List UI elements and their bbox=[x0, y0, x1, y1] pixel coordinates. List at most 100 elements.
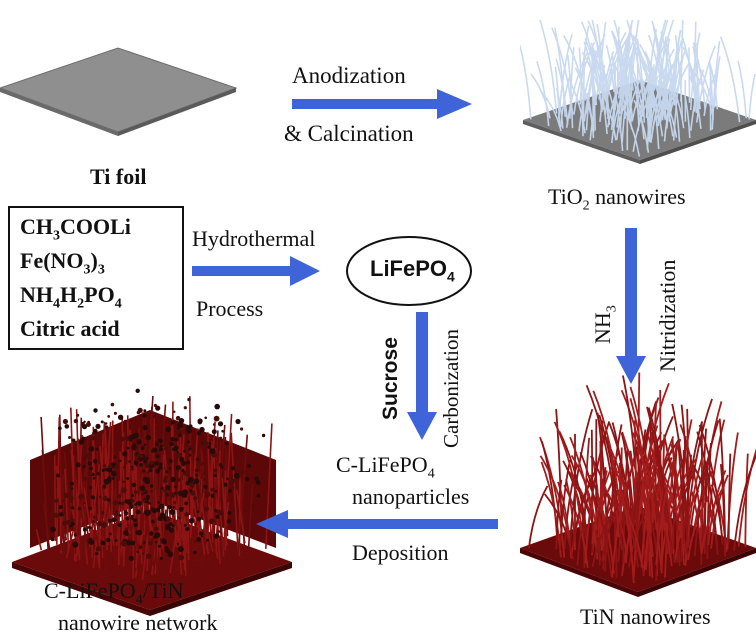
lifepo4-particle bbox=[70, 526, 75, 531]
tio2-nanowire bbox=[646, 57, 660, 150]
lifepo4-particle bbox=[136, 410, 141, 415]
tio2-nanowire bbox=[650, 32, 664, 118]
network-nanowire bbox=[189, 454, 197, 539]
lifepo4-particle bbox=[54, 498, 59, 503]
tin-nanowire bbox=[642, 460, 673, 567]
lifepo4-particle bbox=[71, 518, 75, 522]
lifepo4-particle bbox=[131, 499, 135, 503]
lifepo4-particle bbox=[165, 485, 171, 491]
network-nanowire bbox=[141, 535, 149, 581]
tin-nanowire bbox=[559, 459, 571, 550]
lifepo4-particle bbox=[133, 447, 136, 450]
lifepo4-particle bbox=[131, 465, 134, 468]
lifepo4-particle bbox=[199, 531, 204, 536]
tin-nanowire bbox=[574, 483, 602, 561]
lifepo4-particle bbox=[113, 455, 116, 459]
nitridization-label: Nitridization bbox=[655, 259, 680, 372]
network-nanowire bbox=[89, 464, 100, 547]
tio2-nanowire bbox=[614, 42, 634, 121]
lifepo4-particle bbox=[171, 524, 175, 527]
lifepo4-particle bbox=[70, 521, 75, 527]
lifepo4-particle bbox=[187, 397, 191, 402]
precursors-box: CH3COOLi Fe(NO3)3 NH4H2PO4 Citric acid bbox=[8, 206, 184, 350]
lifepo4-particle bbox=[143, 409, 147, 413]
lifepo4-particle bbox=[114, 464, 119, 469]
tio2-nanowire bbox=[586, 92, 595, 138]
lifepo4-particle bbox=[68, 436, 71, 439]
lifepo4-particle bbox=[148, 468, 153, 473]
tio2-nanowire bbox=[536, 61, 550, 126]
lifepo4-particle bbox=[50, 537, 55, 542]
tin-nanowire bbox=[570, 455, 598, 531]
tin-nanowire bbox=[629, 398, 652, 534]
network-nanowire bbox=[141, 419, 147, 515]
lifepo4-particle bbox=[136, 550, 139, 553]
lifepo4-particle bbox=[219, 511, 224, 516]
lifepo4-particle bbox=[129, 504, 134, 509]
lifepo4-particle bbox=[251, 504, 255, 508]
lifepo4-particle bbox=[59, 512, 64, 517]
lifepo4-particle bbox=[173, 485, 177, 489]
lifepo4-particle bbox=[140, 492, 144, 496]
hydrothermal-label: Hydrothermal bbox=[192, 226, 316, 251]
lifepo4-particle bbox=[148, 540, 153, 546]
tin-nanowire bbox=[733, 453, 756, 551]
lifepo4-particle bbox=[108, 532, 112, 536]
tio2-nanowire bbox=[554, 66, 561, 127]
tin-nanowire bbox=[655, 438, 682, 565]
lifepo4-particle bbox=[135, 501, 139, 505]
lifepo4-particle bbox=[203, 471, 207, 476]
lifepo4-particle bbox=[89, 466, 93, 471]
lifepo4-particle bbox=[169, 441, 174, 447]
tio2-nanowire bbox=[651, 20, 668, 99]
lifepo4-particle bbox=[158, 465, 163, 470]
lifepo4-particle bbox=[142, 458, 147, 463]
lifepo4-particle bbox=[233, 472, 240, 479]
lifepo4-particle bbox=[244, 476, 250, 482]
tio2-nanowire bbox=[619, 101, 641, 157]
lifepo4-particle bbox=[254, 476, 259, 481]
lifepo4-particle bbox=[235, 418, 241, 425]
lifepo4-particle bbox=[117, 522, 122, 528]
lifepo4-particle bbox=[247, 464, 251, 468]
lifepo4-particle bbox=[101, 511, 105, 515]
lifepo4-particle bbox=[193, 550, 197, 555]
tio2-nanowire bbox=[596, 23, 605, 97]
lifepo4-particle bbox=[154, 461, 159, 466]
lifepo4-particle bbox=[183, 406, 187, 410]
lifepo4-particle bbox=[133, 490, 138, 495]
process-label: Process bbox=[196, 296, 264, 321]
lifepo4-particle bbox=[173, 410, 176, 413]
tio2-nanowire bbox=[688, 74, 702, 129]
lifepo4-particle bbox=[193, 478, 200, 484]
lifepo4-particle bbox=[94, 551, 99, 556]
lifepo4-particle bbox=[149, 531, 154, 536]
lifepo4-particle bbox=[186, 440, 190, 444]
final-product-label-line2: nanowire network bbox=[58, 610, 218, 635]
lifepo4-particle bbox=[192, 482, 196, 485]
precursor-ch3cooli: CH3COOLi bbox=[20, 214, 131, 244]
tin-nanowire bbox=[581, 506, 586, 568]
lifepo4-particle bbox=[166, 493, 169, 497]
lifepo4-particle bbox=[150, 449, 154, 453]
tio2-nanowire bbox=[656, 80, 674, 137]
network-nanowire bbox=[62, 474, 65, 551]
lifepo4-particle bbox=[201, 462, 204, 465]
lifepo4-particle bbox=[218, 463, 223, 467]
network-nanowire bbox=[97, 513, 102, 540]
lifepo4-particle bbox=[92, 459, 98, 464]
lifepo4-particle bbox=[68, 485, 72, 489]
tin-nanowire bbox=[720, 464, 727, 557]
lifepo4-particle bbox=[95, 546, 101, 552]
lifepo4-particle bbox=[105, 422, 108, 425]
lifepo4-particle bbox=[144, 478, 151, 484]
lifepo4-particle bbox=[168, 471, 172, 475]
lifepo4-particle bbox=[120, 501, 125, 506]
lifepo4-particle bbox=[112, 500, 118, 506]
lifepo4-particle bbox=[107, 476, 112, 481]
lifepo4-particle bbox=[183, 449, 186, 453]
lifepo4-particle bbox=[147, 501, 151, 505]
lifepo4-particle bbox=[82, 465, 86, 469]
lifepo4-particle bbox=[222, 473, 225, 477]
lifepo4-particle bbox=[218, 436, 223, 440]
